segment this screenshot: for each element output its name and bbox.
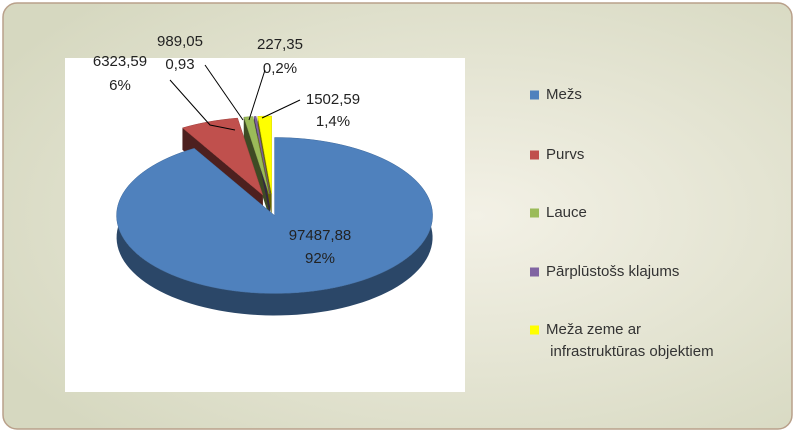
data-label: 1,4% <box>316 113 350 130</box>
legend-label: Meža zeme ar infrastruktūras objektiem <box>546 321 714 360</box>
slice <box>243 116 270 195</box>
slice <box>253 116 271 195</box>
leader-line <box>204 64 244 121</box>
data-label: 227,35 <box>257 36 303 53</box>
data-label: 6% <box>109 77 131 94</box>
pie <box>116 115 433 316</box>
slice <box>181 117 264 196</box>
legend-swatch <box>530 267 539 277</box>
legend-swatch <box>530 90 539 100</box>
legend-swatch <box>530 150 539 160</box>
data-label: 97487,88 <box>289 227 352 244</box>
data-label: 0,2% <box>263 60 297 77</box>
data-label: 6323,59 <box>93 53 147 70</box>
slice <box>257 115 272 195</box>
slice-side <box>243 117 270 217</box>
legend-swatch <box>530 208 539 218</box>
leader-line <box>248 69 266 121</box>
data-label: 0,93 <box>165 56 194 73</box>
legend-label: Mežs <box>546 86 582 103</box>
data-label: 92% <box>305 250 335 267</box>
data-label: 989,05 <box>157 33 203 50</box>
leader-line <box>261 99 301 119</box>
legend: Mežs Purvs Lauce Pārplūstošs klajums Meža ze… <box>530 86 714 360</box>
legend-label: Purvs <box>546 146 584 163</box>
legend-swatch <box>530 325 539 335</box>
leader-line <box>169 79 236 131</box>
legend-label: Lauce <box>546 204 587 221</box>
leader-lines <box>169 64 301 131</box>
slice <box>116 137 433 294</box>
data-label: 1502,59 <box>306 91 360 108</box>
legend-label: Pārplūstošs klajums <box>546 263 679 280</box>
data-labels: 97487,88 92% 6323,59 6% 989,05 0,93 227,35 0,2%… <box>93 33 360 267</box>
